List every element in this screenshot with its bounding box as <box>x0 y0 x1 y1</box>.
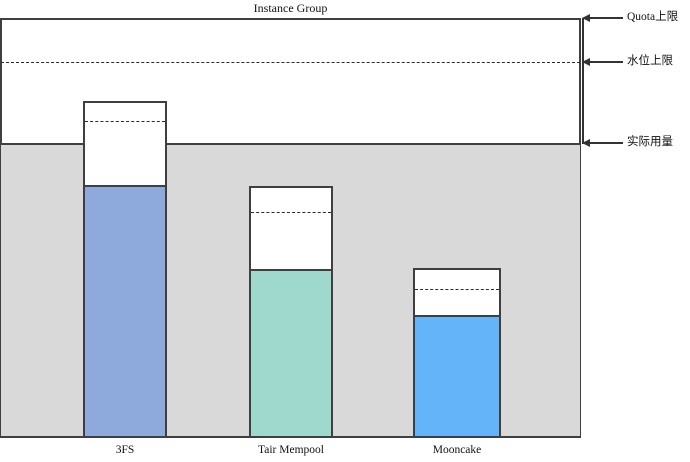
annotation-line-实际用量 <box>589 142 623 144</box>
bar-watermark-line-tair-mempool <box>251 212 331 213</box>
bar-label-tair-mempool: Tair Mempool <box>258 444 324 456</box>
bar-usage-fill-3fs <box>85 185 165 436</box>
annotation-label-实际用量: 实际用量 <box>627 136 673 148</box>
bar-usage-fill-tair-mempool <box>251 269 331 436</box>
annotation-vertical-line <box>582 18 584 144</box>
bar-label-3fs: 3FS <box>115 444 135 456</box>
bar-watermark-line-3fs <box>85 121 165 122</box>
bar-watermark-line-mooncake <box>415 289 499 290</box>
diagram-title: Instance Group <box>253 1 328 15</box>
annotation-arrow-Quota上限 <box>582 14 590 22</box>
bar-usage-fill-mooncake <box>415 315 499 436</box>
annotation-arrow-实际用量 <box>582 139 590 147</box>
annotation-label-Quota上限: Quota上限 <box>627 11 679 23</box>
annotation-arrow-水位上限 <box>582 58 590 66</box>
annotation-line-Quota上限 <box>589 17 623 19</box>
bar-label-mooncake: Mooncake <box>432 444 482 456</box>
annotation-label-水位上限: 水位上限 <box>627 55 673 67</box>
annotation-line-水位上限 <box>589 61 623 63</box>
group-watermark-line <box>1 62 580 63</box>
